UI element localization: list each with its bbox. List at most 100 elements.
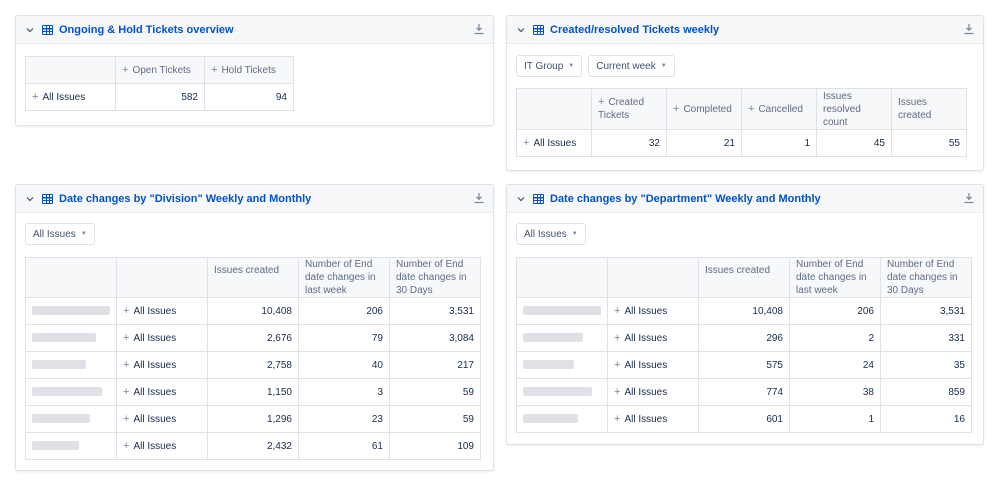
panel-title[interactable]: Created/resolved Tickets weekly xyxy=(550,23,720,36)
table-icon xyxy=(42,24,53,35)
cell-week-changes: 79 xyxy=(298,324,390,352)
row-label[interactable]: + All Issues xyxy=(116,351,208,379)
column-header[interactable]: Issues created xyxy=(891,88,967,130)
row-label[interactable]: + All Issues xyxy=(607,405,699,433)
plus-icon[interactable]: + xyxy=(523,137,530,149)
redacted-division-name xyxy=(25,324,117,352)
redacted-department-name xyxy=(516,297,608,325)
redacted-division-name xyxy=(25,405,117,433)
cell-issues-created: 2,432 xyxy=(207,432,299,460)
table-row: + All Issues 601 1 16 xyxy=(516,405,972,433)
current-week-filter[interactable]: Current week ▼ xyxy=(588,55,675,77)
column-header[interactable]: + Created Tickets xyxy=(591,88,667,130)
cell-week-changes: 2 xyxy=(789,324,881,352)
column-header[interactable]: Issues created xyxy=(207,257,299,298)
row-label[interactable]: + All Issues xyxy=(116,405,208,433)
plus-icon[interactable]: + xyxy=(748,102,755,115)
plus-icon[interactable]: + xyxy=(123,386,130,398)
table-row: + All Issues 10,408 206 3,531 xyxy=(516,297,972,325)
row-label[interactable]: + All Issues xyxy=(607,324,699,352)
row-label[interactable]: + All Issues xyxy=(607,351,699,379)
cell-issues-created: 1,296 xyxy=(207,405,299,433)
cell-created: 32 xyxy=(591,129,667,157)
plus-icon[interactable]: + xyxy=(123,413,130,425)
row-label[interactable]: + All Issues xyxy=(516,129,592,157)
chevron-down-icon[interactable] xyxy=(24,196,36,202)
plus-icon[interactable]: + xyxy=(211,63,218,76)
cell-week-changes: 38 xyxy=(789,378,881,406)
cell-30day-changes: 3,084 xyxy=(389,324,481,352)
row-label[interactable]: + All Issues xyxy=(116,297,208,325)
empty-header xyxy=(116,257,208,298)
empty-header xyxy=(516,88,592,130)
panel-title[interactable]: Ongoing & Hold Tickets overview xyxy=(59,23,234,36)
plus-icon[interactable]: + xyxy=(614,359,621,371)
plus-icon[interactable]: + xyxy=(123,332,130,344)
plus-icon[interactable]: + xyxy=(614,413,621,425)
plus-icon[interactable]: + xyxy=(123,359,130,371)
row-label[interactable]: + All Issues xyxy=(607,378,699,406)
column-header[interactable]: Number of End date changes in last week xyxy=(789,257,881,298)
column-header[interactable]: Number of End date changes in last week xyxy=(298,257,390,298)
cell-week-changes: 206 xyxy=(789,297,881,325)
table-row: + All Issues 774 38 859 xyxy=(516,378,972,406)
panel-title[interactable]: Date changes by "Division" Weekly and Mo… xyxy=(59,192,312,205)
all-issues-filter[interactable]: All Issues ▼ xyxy=(516,223,586,245)
chevron-down-icon[interactable] xyxy=(515,27,527,33)
download-icon[interactable] xyxy=(963,23,975,35)
column-header[interactable]: Issues resolved count xyxy=(816,88,892,130)
row-label[interactable]: + All Issues xyxy=(25,83,116,111)
download-icon[interactable] xyxy=(963,192,975,204)
column-header[interactable]: Number of End date changes in 30 Days xyxy=(389,257,481,298)
table-row: + All Issues 32 21 1 45 55 xyxy=(516,129,967,157)
cell-30day-changes: 35 xyxy=(880,351,972,379)
plus-icon[interactable]: + xyxy=(673,102,680,115)
plus-icon[interactable]: + xyxy=(123,305,130,317)
plus-icon[interactable]: + xyxy=(32,91,39,103)
it-group-filter[interactable]: IT Group ▼ xyxy=(516,55,583,77)
plus-icon[interactable]: + xyxy=(598,96,605,108)
plus-icon[interactable]: + xyxy=(122,63,129,76)
chevron-down-icon[interactable] xyxy=(24,27,36,33)
cell-week-changes: 40 xyxy=(298,351,390,379)
column-header[interactable]: Issues created xyxy=(698,257,790,298)
table-row: + All Issues 10,408 206 3,531 xyxy=(25,297,481,325)
table-icon xyxy=(533,24,544,35)
row-label[interactable]: + All Issues xyxy=(116,378,208,406)
download-icon[interactable] xyxy=(473,23,485,35)
filter-bar: All Issues ▼ xyxy=(25,223,95,245)
panel-header: Ongoing & Hold Tickets overview xyxy=(16,16,493,44)
plus-icon[interactable]: + xyxy=(614,332,621,344)
row-label[interactable]: + All Issues xyxy=(116,432,208,460)
column-header[interactable]: + Hold Tickets xyxy=(204,56,294,84)
column-header[interactable]: + Open Tickets xyxy=(115,56,205,84)
column-header[interactable]: Number of End date changes in 30 Days xyxy=(880,257,972,298)
filter-bar: IT Group ▼ Current week ▼ xyxy=(516,55,675,77)
column-header[interactable]: + Completed xyxy=(666,88,742,130)
cell-completed: 21 xyxy=(666,129,742,157)
plus-icon[interactable]: + xyxy=(614,386,621,398)
table-row: + All Issues 2,432 61 109 xyxy=(25,432,481,460)
created-resolved-panel: Created/resolved Tickets weekly IT Group… xyxy=(506,15,984,171)
cell-issues-created: 296 xyxy=(698,324,790,352)
plus-icon[interactable]: + xyxy=(614,305,621,317)
cell-issues-created: 2,758 xyxy=(207,351,299,379)
empty-header xyxy=(516,257,608,298)
plus-icon[interactable]: + xyxy=(123,440,130,452)
download-icon[interactable] xyxy=(473,192,485,204)
panel-title[interactable]: Date changes by "Department" Weekly and … xyxy=(550,192,821,205)
cell-30day-changes: 109 xyxy=(389,432,481,460)
cell-issues-created: 1,150 xyxy=(207,378,299,406)
cell-hold-tickets: 94 xyxy=(204,83,294,111)
row-label[interactable]: + All Issues xyxy=(116,324,208,352)
ongoing-table: + Open Tickets + Hold Tickets + All Issues … xyxy=(25,56,294,111)
empty-header xyxy=(25,56,116,84)
caret-down-icon: ▼ xyxy=(568,63,575,69)
panel-header: Date changes by "Department" Weekly and … xyxy=(507,185,983,213)
redacted-division-name xyxy=(25,351,117,379)
row-label[interactable]: + All Issues xyxy=(607,297,699,325)
column-header[interactable]: + Cancelled xyxy=(741,88,817,130)
all-issues-filter[interactable]: All Issues ▼ xyxy=(25,223,95,245)
table-row: + All Issues 296 2 331 xyxy=(516,324,972,352)
chevron-down-icon[interactable] xyxy=(515,196,527,202)
